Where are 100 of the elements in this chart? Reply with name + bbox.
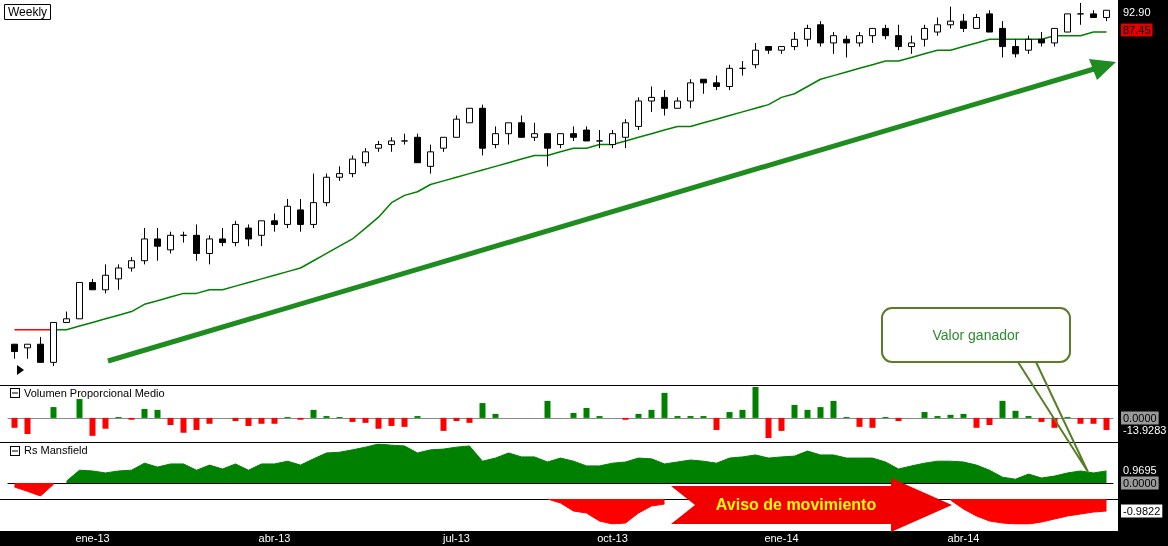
text: 92.90	[1123, 6, 1151, 18]
candlestick	[401, 133, 408, 146]
x-tick-label: abr-13	[258, 531, 291, 544]
candlestick	[427, 144, 434, 175]
candlestick	[583, 125, 590, 142]
candlestick	[778, 46, 785, 55]
bar	[89, 417, 96, 436]
candlestick	[128, 256, 135, 273]
candlestick	[1077, 2, 1084, 26]
candlestick	[89, 278, 96, 291]
candlestick	[1012, 38, 1019, 58]
candlestick	[479, 104, 486, 156]
candlestick	[310, 173, 317, 229]
candlestick	[362, 147, 369, 167]
bar	[739, 409, 746, 418]
candlestick	[752, 42, 759, 69]
bar	[921, 412, 928, 418]
candlestick	[934, 17, 941, 37]
bar	[1103, 417, 1110, 430]
candlestick	[661, 89, 668, 117]
bar	[193, 417, 200, 430]
bar	[791, 404, 798, 418]
candlestick	[245, 223, 252, 247]
text: -0.9822	[1123, 505, 1161, 517]
candlestick	[466, 107, 473, 124]
x-tick-label: oct-13	[597, 531, 628, 544]
candlestick	[375, 140, 382, 153]
text: 0.0000	[1123, 477, 1157, 489]
candlestick	[505, 122, 512, 146]
candlestick	[804, 24, 811, 48]
candlestick	[206, 234, 213, 265]
bar	[24, 417, 31, 434]
candlestick	[557, 133, 564, 149]
candlestick	[440, 136, 447, 153]
bar	[453, 417, 460, 421]
candlestick	[726, 64, 733, 91]
bar	[50, 407, 57, 418]
bar	[349, 417, 356, 422]
bar	[492, 413, 499, 418]
candlestick	[323, 173, 330, 207]
candlestick	[1025, 35, 1032, 55]
candlestick	[596, 129, 603, 149]
bar	[583, 408, 590, 418]
bar	[778, 417, 785, 431]
candlestick	[492, 125, 499, 149]
bar	[973, 417, 980, 428]
bar	[986, 417, 993, 426]
bar	[232, 417, 239, 421]
candlestick	[609, 129, 616, 149]
x-tick-label: ene-14	[764, 531, 799, 544]
annotation: Valor ganador	[932, 327, 1020, 343]
bar	[167, 417, 174, 426]
bar	[180, 417, 187, 433]
bar	[401, 417, 408, 427]
candlestick	[141, 227, 148, 265]
bar	[1077, 417, 1084, 424]
candlestick	[76, 282, 83, 320]
candlestick	[531, 122, 538, 142]
bar	[713, 417, 720, 430]
candlestick	[102, 263, 109, 294]
annotation: Aviso de movimiento	[715, 496, 877, 514]
bar	[375, 417, 382, 429]
bar	[245, 417, 252, 426]
candlestick	[635, 96, 642, 131]
candlestick	[1038, 31, 1045, 48]
bar	[570, 412, 577, 418]
candlestick	[154, 227, 161, 262]
bar	[817, 407, 824, 418]
bar	[154, 409, 161, 418]
bar	[960, 413, 967, 418]
candlestick	[167, 231, 174, 254]
bar	[635, 413, 642, 418]
text: 87.45	[1123, 24, 1151, 36]
bar	[830, 400, 837, 418]
candlestick	[544, 133, 551, 167]
bar	[1038, 417, 1045, 422]
bar	[765, 417, 772, 438]
candlestick	[414, 133, 421, 164]
bar	[544, 400, 551, 418]
bar	[141, 408, 148, 418]
bar	[869, 417, 876, 428]
candlestick	[791, 31, 798, 51]
bar	[804, 409, 811, 418]
bar	[947, 414, 954, 418]
candlestick	[180, 231, 187, 244]
candlestick	[258, 220, 265, 247]
chart-title: Weekly	[8, 5, 48, 19]
candlestick	[388, 136, 395, 153]
bar	[271, 417, 278, 424]
candlestick	[271, 213, 278, 233]
candlestick	[960, 13, 967, 33]
bar	[726, 412, 733, 418]
bar	[752, 387, 759, 418]
bar	[479, 403, 486, 418]
text: 0.9695	[1123, 464, 1157, 476]
bar	[856, 417, 863, 427]
candlestick	[947, 6, 954, 29]
bar	[362, 417, 369, 423]
candlestick	[921, 24, 928, 48]
x-tick-label: ene-13	[75, 531, 110, 544]
